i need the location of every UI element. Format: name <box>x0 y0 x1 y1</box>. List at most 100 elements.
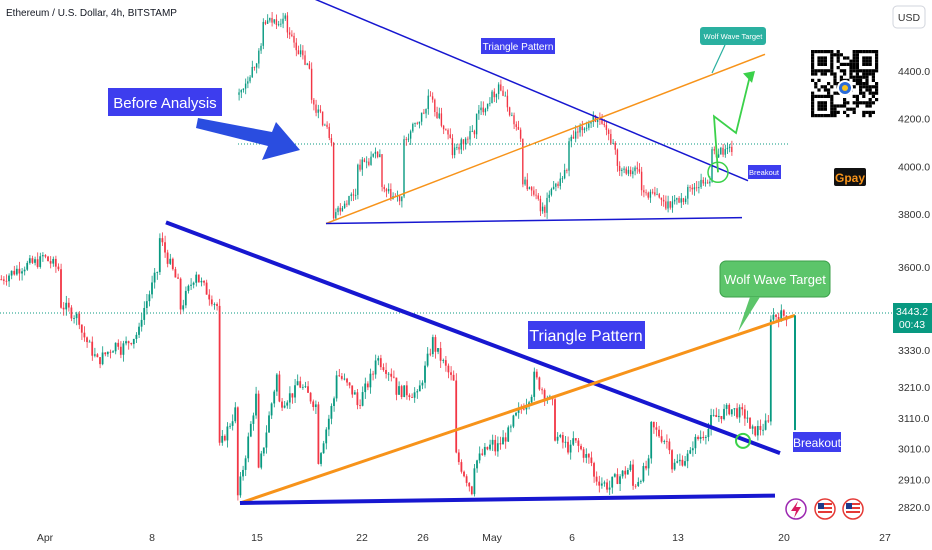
candle-body <box>67 302 70 308</box>
qr-module <box>836 66 840 70</box>
candle-body <box>593 463 595 477</box>
candle-body <box>325 429 328 444</box>
candle-body <box>258 50 260 64</box>
candle-body <box>587 454 590 458</box>
candle-body <box>686 453 689 462</box>
candle-body <box>595 476 598 482</box>
candle-body <box>73 318 75 319</box>
candle-body <box>200 280 203 283</box>
qr-module <box>865 72 869 76</box>
candle-body <box>585 454 588 458</box>
candle-body <box>572 438 575 445</box>
candle-body <box>533 190 535 195</box>
candle-body <box>304 55 306 65</box>
candle-body <box>658 194 660 198</box>
candle-body <box>418 385 421 392</box>
qr-module <box>817 59 821 63</box>
us-flag-icon-2[interactable] <box>842 498 864 520</box>
qr-module <box>817 56 821 60</box>
candle-body <box>460 462 463 472</box>
candle-body <box>476 460 478 469</box>
candle-body <box>288 32 291 35</box>
candle-body <box>592 115 594 123</box>
candle-body <box>445 129 447 131</box>
main-triangle-label-box <box>528 321 645 349</box>
chart-title: Ethereum / U.S. Dollar, 4h, BITSTAMP <box>6 8 177 19</box>
candle-body <box>426 353 429 366</box>
candle-body <box>262 21 264 46</box>
candle-body <box>715 414 718 417</box>
candle-body <box>606 482 608 490</box>
x-tick-label: May <box>482 532 503 544</box>
candle-body <box>112 351 114 353</box>
candle-body <box>15 268 18 275</box>
x-tick-label: 6 <box>569 532 575 544</box>
candle-body <box>370 156 372 165</box>
candle-body <box>642 466 645 482</box>
qr-module <box>843 104 847 108</box>
qr-module <box>820 56 824 60</box>
candle-body <box>151 282 153 295</box>
us-flag-icon[interactable] <box>814 498 836 520</box>
candle-body <box>427 95 429 109</box>
qr-module <box>852 69 856 73</box>
candle-body <box>164 242 166 253</box>
grid <box>0 143 893 314</box>
candle-body <box>280 23 282 25</box>
qr-module <box>862 56 866 60</box>
candle-body <box>480 107 482 111</box>
candle-body <box>236 407 239 496</box>
candle-body <box>257 393 260 468</box>
candle-body <box>249 423 252 437</box>
qr-module <box>811 59 815 63</box>
qr-module <box>868 91 872 95</box>
currency-button[interactable] <box>892 5 926 29</box>
candle-body <box>743 409 746 419</box>
inset-triangle-label: Triangle Pattern <box>483 42 554 53</box>
candle-body <box>350 194 352 196</box>
candle-body <box>673 462 676 470</box>
candle-body <box>26 262 29 270</box>
qr-module <box>875 85 879 89</box>
candle-body <box>658 429 660 437</box>
qr-module <box>823 101 827 105</box>
candle-body <box>195 274 198 283</box>
price-axis[interactable]: 3600.0 3330.0 3210.0 3110.0 3010.0 2910.0 2820… <box>898 66 930 514</box>
candle-body <box>486 446 489 450</box>
candle-body <box>471 130 473 132</box>
qr-module <box>811 101 815 105</box>
candle-body <box>91 341 94 356</box>
lightning-icon[interactable] <box>785 498 807 520</box>
candle-body <box>294 385 296 398</box>
inset-y-tick-label: 4200.0 <box>898 114 930 126</box>
main-breakout-circle <box>735 432 751 449</box>
candle-body <box>665 201 667 209</box>
qr-module <box>820 69 824 73</box>
candle-body <box>49 261 52 264</box>
qr-module <box>852 107 856 111</box>
candle-body <box>643 190 645 193</box>
candle-body <box>581 126 583 131</box>
candle-body <box>660 197 663 200</box>
qr-module <box>871 50 875 54</box>
candle-body <box>319 109 322 112</box>
candle-body <box>524 179 526 185</box>
candle-body <box>255 63 258 68</box>
candle-body <box>39 256 42 267</box>
qr-module <box>855 50 859 54</box>
qr-module <box>811 78 815 82</box>
qr-module <box>827 114 831 118</box>
candle-body <box>270 403 273 416</box>
candle-body <box>368 161 370 165</box>
candle-body <box>363 159 366 162</box>
candle-body <box>440 113 443 126</box>
qr-module <box>820 72 824 76</box>
candle-body <box>23 269 26 272</box>
candle-body <box>260 45 262 51</box>
time-axis[interactable]: Apr 8 15 22 26 May 6 13 20 27 <box>37 532 891 544</box>
candle-body <box>187 285 190 291</box>
candle-body <box>240 90 242 93</box>
candle-body <box>541 389 543 391</box>
qr-module <box>817 88 821 92</box>
